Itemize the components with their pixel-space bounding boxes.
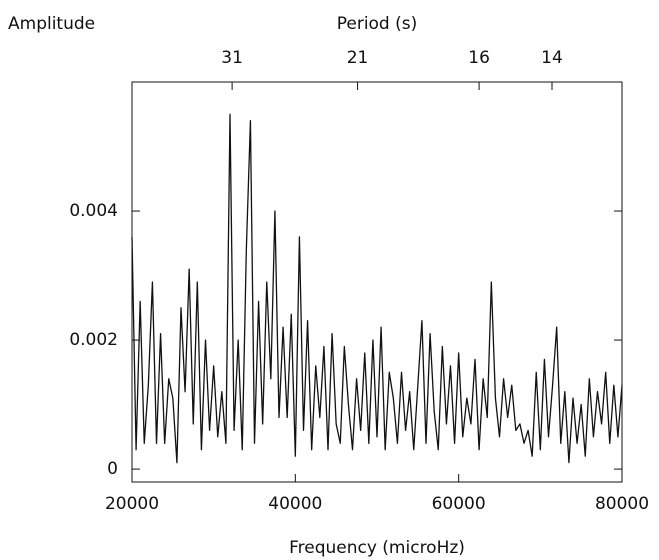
x-tick-label: 80000 <box>595 494 649 514</box>
top-tick-label: 31 <box>221 48 243 68</box>
x-tick-label: 40000 <box>268 494 322 514</box>
x-tick-label: 20000 <box>105 494 159 514</box>
x-tick-label: 60000 <box>432 494 486 514</box>
top-tick-label: 16 <box>468 48 490 68</box>
x-axis-label: Frequency (microHz) <box>289 538 465 558</box>
spectrum-line <box>131 113 623 464</box>
y-tick-label: 0.004 <box>69 201 118 221</box>
y-tick-label: 0 <box>107 459 118 479</box>
top-tick-label: 14 <box>541 48 563 68</box>
y-tick-label: 0.002 <box>69 330 118 350</box>
top-tick-label: 21 <box>347 48 369 68</box>
top-axis-label: Period (s) <box>337 14 418 34</box>
plot-frame <box>131 81 623 483</box>
y-axis-label: Amplitude <box>8 14 95 34</box>
